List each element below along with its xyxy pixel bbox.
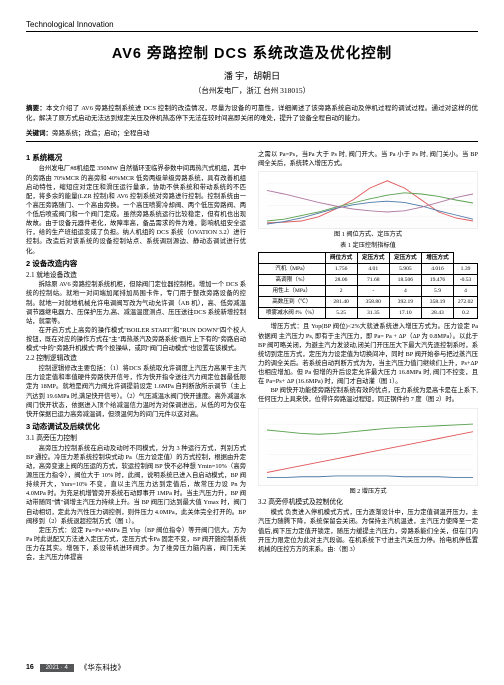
- para: 在开启方式上高旁的操作模式"BOILER START"和"RUN DOWN"四个…: [26, 326, 246, 353]
- article-title: AV6 旁路控制 DCS 系统改造及优化控制: [26, 42, 478, 63]
- figure-2-caption: 图 2 增压方式: [258, 488, 478, 497]
- para: 控制逻辑修改主要包括：（1）将DCS 系统取允许调度上汽压力高果干主汽压力设定值…: [26, 364, 246, 419]
- section-1-heading: 1 系统概况: [26, 153, 246, 164]
- issue-badge: 2021 · 4: [40, 664, 74, 672]
- section-3-1-heading: 3.1 高旁压力控制: [26, 434, 246, 444]
- left-column: 1 系统概况 台州发电厂#8机组是 350MW 自然循环亚临界参数中间再热汽式机…: [26, 150, 246, 563]
- abstract-text: 本文介绍了 AV6 旁路控制系统进 DCS 控制的改造情况，尽量为设备的可靠性，…: [26, 105, 478, 122]
- affiliation: （台州发电厂，浙江 台州 318015）: [26, 85, 478, 96]
- section-3-heading: 3 动态调试及后续优化: [26, 422, 246, 433]
- section-2-heading: 2 设备改造内容: [26, 259, 246, 270]
- header-section: Technological Innovation: [26, 20, 478, 32]
- footer: 16 2021 · 4 《华东科技》: [26, 662, 478, 673]
- table-1: 阀位方式定压方式定压方式增压方式汽机（MPa）1.7564.015.9054.0…: [258, 252, 478, 320]
- para: 之需以 Pa=Ps，当Pa 大于 Ps 时, 阀门开大。当 Pa 小于 Ps 时…: [258, 150, 478, 168]
- journal-name: 《华东科技》: [80, 662, 125, 673]
- right-column: 之需以 Pa=Ps，当Pa 大于 Ps 时, 阀门开大。当 Pa 小于 Ps 时…: [258, 150, 478, 563]
- page-number: 16: [26, 664, 34, 671]
- keywords: 关键词：旁路系统；改造；启动；全程自动: [26, 127, 478, 142]
- para: 拆除原 AV6 旁路控制系统机柜，但除阀门定位器控制柜。增加一个 DCS 系统的…: [26, 280, 246, 326]
- keywords-text: 旁路系统；改造；启动；全程自动: [52, 130, 150, 137]
- para: 定压方式：设定 Pa=Ps+4MPa 且 Ybp（BP 阀位指令）等开阀门信大。…: [26, 526, 246, 563]
- figure-2: [258, 408, 478, 486]
- figure-1-caption: 图 1 阀位方式、定压方式: [258, 231, 478, 240]
- section-3-2-heading: 3.2 高旁停机模式及控制优化: [258, 498, 478, 508]
- figure-1: [258, 171, 478, 229]
- section-2-2-heading: 2.2 控制逻辑改造: [26, 354, 246, 364]
- section-2-1-heading: 2.1 就地设备改造: [26, 271, 246, 281]
- keywords-label: 关键词：: [26, 130, 52, 137]
- para: 模式 负责进入停机模式方式，压力逐渐设计中，压力定值调温开压力，主汽压力随腾下降…: [258, 508, 478, 554]
- table-1-caption: 表 1 定压控制指标值: [258, 242, 478, 251]
- abstract: 摘要：本文介绍了 AV6 旁路控制系统进 DCS 控制的改造情况，尽量为设备的可…: [26, 104, 478, 124]
- para: BP 阀快开功能使旁路控制系统有效的优点，压力系统为是高卡是在上系下, 任何压力…: [258, 386, 478, 404]
- para: 增压方式：且 Yop(BP 阀位)<2%大就进系统进入增压方式为。压力设定 Pa…: [258, 322, 478, 386]
- authors: 潘 宇，胡朝日: [26, 69, 478, 82]
- abstract-label: 摘要：: [26, 105, 46, 112]
- para: 台州发电厂#8机组是 350MW 自然循环亚临界参数中间再热汽式机组，其中的旁路…: [26, 164, 246, 255]
- para: 高旁压力控制系统在启动及动时不同模式，分为 3 种运行方式，判别方式 BP 通控…: [26, 444, 246, 526]
